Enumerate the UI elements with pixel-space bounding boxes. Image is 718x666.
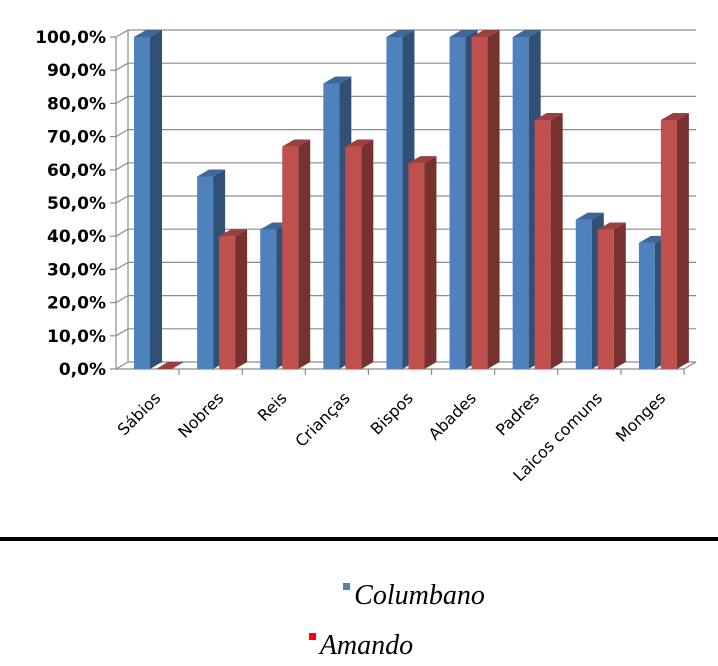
bar-side bbox=[235, 229, 248, 369]
bar-side bbox=[361, 139, 374, 369]
bar-front bbox=[134, 37, 150, 369]
bar-side bbox=[424, 156, 437, 369]
bar-columbano-0 bbox=[134, 30, 162, 369]
bar-side bbox=[676, 113, 689, 369]
bar-columbano-4 bbox=[386, 30, 415, 369]
bar-amando-7 bbox=[597, 222, 626, 369]
bar-top bbox=[323, 76, 352, 84]
bar-top bbox=[597, 222, 626, 230]
gridline-side bbox=[115, 162, 129, 171]
x-tick-label: Crianças bbox=[291, 388, 353, 450]
divider-line bbox=[0, 537, 718, 541]
bar-front bbox=[638, 242, 655, 369]
bar-front bbox=[575, 219, 592, 369]
gridline-side bbox=[115, 95, 129, 104]
bar-top bbox=[471, 30, 500, 37]
bar-front bbox=[449, 37, 466, 369]
gridline-side bbox=[115, 328, 129, 337]
y-tick-label: 10,0% bbox=[47, 327, 106, 347]
bar-top bbox=[260, 222, 289, 230]
legend-label-amando: Amando bbox=[319, 630, 414, 661]
bar-amando-2 bbox=[282, 139, 311, 369]
bar-amando-6 bbox=[534, 113, 563, 369]
bar-front bbox=[512, 37, 529, 369]
legend-item-amando: Amando bbox=[0, 630, 718, 662]
bar-top bbox=[386, 30, 415, 37]
bar-top bbox=[345, 139, 374, 147]
bar-amando-3 bbox=[345, 139, 374, 369]
x-tick-label: Sábios bbox=[114, 388, 165, 439]
bar-side bbox=[487, 30, 500, 369]
gridline-side bbox=[115, 295, 129, 304]
x-tick-label: Abades bbox=[425, 388, 480, 443]
y-tick-label: 80,0% bbox=[47, 94, 106, 114]
x-tick-label: Padres bbox=[492, 388, 543, 439]
bar-top bbox=[660, 113, 689, 120]
y-tick-label: 30,0% bbox=[47, 260, 106, 280]
gridline-side bbox=[115, 29, 129, 38]
bar-side bbox=[550, 113, 563, 369]
bar-front bbox=[534, 120, 551, 369]
y-tick-label: 20,0% bbox=[47, 294, 106, 314]
gridline-side bbox=[115, 228, 129, 237]
y-tick-label: 50,0% bbox=[47, 194, 106, 214]
bar-top bbox=[156, 362, 184, 369]
x-tick-label: Reis bbox=[254, 388, 291, 425]
gridline-side bbox=[115, 261, 129, 270]
bar-front bbox=[660, 120, 677, 369]
gridline-side bbox=[115, 361, 129, 370]
bar-top bbox=[638, 235, 667, 243]
legend-label-columbano: Columbano bbox=[354, 580, 485, 611]
x-tick-label: Monges bbox=[612, 388, 669, 445]
x-tick-label: Nobres bbox=[174, 388, 227, 441]
bar-top bbox=[134, 30, 162, 37]
bar-front bbox=[219, 236, 236, 369]
gridline-side bbox=[115, 62, 129, 71]
bar-amando-0 bbox=[156, 362, 184, 370]
bar-top bbox=[282, 139, 311, 147]
y-tick-label: 0,0% bbox=[59, 360, 106, 380]
gridline-side bbox=[115, 129, 129, 138]
bar-front bbox=[408, 163, 425, 369]
bar-top bbox=[512, 30, 541, 37]
bar-front bbox=[323, 83, 340, 369]
y-tick-label: 100,0% bbox=[35, 28, 106, 48]
bar-side bbox=[150, 30, 162, 369]
y-tick-label: 40,0% bbox=[47, 227, 106, 247]
y-tick-labels: 0,0% 10,0% 20,0% 30,0% 40,0% 50,0% 60,0% 70,0% 8… bbox=[35, 28, 106, 380]
bar-top bbox=[449, 30, 478, 37]
legend-item-columbano: Columbano bbox=[0, 580, 718, 612]
bar-amando-1 bbox=[219, 229, 248, 369]
bar-front bbox=[345, 146, 362, 369]
bar-front bbox=[260, 229, 277, 369]
x-tick-label: Bispos bbox=[367, 388, 417, 438]
bar-top bbox=[219, 229, 248, 237]
bar-side bbox=[298, 139, 311, 369]
bar-front bbox=[197, 176, 214, 369]
bar-amando-8 bbox=[660, 113, 689, 369]
legend-swatch-columbano bbox=[343, 583, 351, 590]
bar-front bbox=[471, 37, 488, 369]
y-tick-label: 60,0% bbox=[47, 161, 106, 181]
bar-amando-4 bbox=[408, 156, 437, 369]
bars bbox=[134, 30, 689, 370]
y-tick-label: 90,0% bbox=[47, 61, 106, 81]
bar-chart: 0,0% 10,0% 20,0% 30,0% 40,0% 50,0% 60,0% 70,0% 8… bbox=[35, 28, 697, 485]
y-tick-label: 70,0% bbox=[47, 128, 106, 148]
bar-side bbox=[613, 222, 626, 369]
bar-top bbox=[534, 113, 563, 120]
legend-swatch-amando bbox=[308, 633, 316, 640]
x-tick-labels: Sábios Nobres Reis Crianças Bispos Abades Padr… bbox=[114, 388, 670, 485]
bar-front bbox=[386, 37, 403, 369]
bar-front bbox=[282, 146, 299, 369]
bar-front bbox=[597, 229, 614, 369]
floor-edge bbox=[683, 361, 697, 370]
bar-amando-5 bbox=[471, 30, 500, 369]
bar-top bbox=[575, 212, 604, 220]
bar-top bbox=[197, 169, 226, 177]
gridline-side bbox=[115, 195, 129, 204]
bar-top bbox=[408, 156, 437, 164]
